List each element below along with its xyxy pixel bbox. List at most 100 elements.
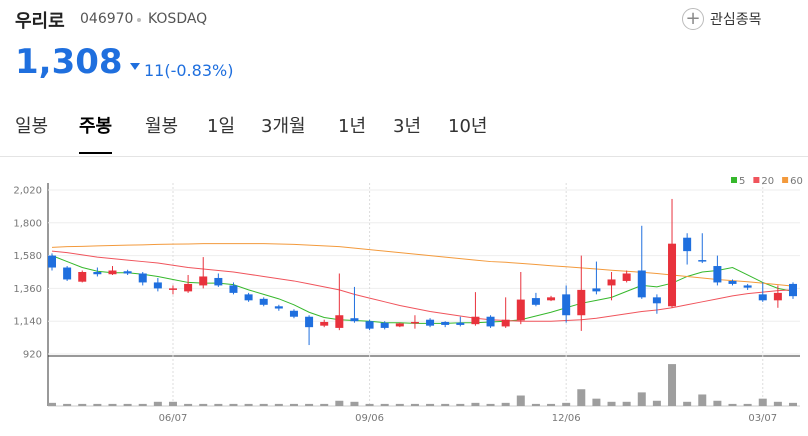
volume-bar [562,402,571,406]
candle-body [637,270,646,298]
volume-bar [365,403,374,406]
volume-bar [259,403,268,406]
legend-label: 60 [790,176,803,187]
volume-bar [607,401,616,406]
tab[interactable]: 10년 [448,116,488,137]
volume-bar [441,403,450,406]
x-tick-label: 09/06 [355,413,384,424]
candle-body [259,298,268,305]
volume-bar [48,402,56,406]
candle-body [123,271,132,274]
candle-body [320,321,329,326]
volume-bar [63,403,72,406]
ma-line [51,255,794,324]
stock-name: 우리로 [15,11,65,32]
volume-bar [577,389,586,406]
stock-code: 046970 [80,11,134,27]
volume-bar [410,403,419,406]
candle-body [622,273,631,281]
volume-bar [486,403,495,406]
tab[interactable]: 주봉 [79,112,113,154]
volume-bar [214,403,223,406]
volume-bar [773,401,782,406]
candle-body [773,292,782,301]
volume-bar [138,403,147,406]
volume-bar [305,403,314,406]
candle-body [441,321,450,325]
volume-bar [244,403,253,406]
candle-body [501,319,510,327]
candle-body [728,280,737,284]
candle-body [229,285,238,293]
candle-body [758,294,767,301]
candle-body [93,272,102,275]
volume-bar [93,403,102,406]
candle-body [516,299,525,321]
tab[interactable]: 3개월 [261,116,306,137]
tab[interactable]: 일봉 [15,116,49,137]
candle-body [652,297,661,304]
candle-body [426,319,435,326]
y-tick-label: 1,580 [13,251,42,262]
volume-bar [456,403,465,406]
volume-bar [547,403,556,406]
separator [137,18,141,22]
volume-bar [758,398,767,406]
volume-bar [229,403,238,406]
volume-bar [395,403,404,406]
legend-swatch [731,177,737,183]
candle-body [471,316,480,325]
candle-body [743,285,752,288]
market: KOSDAQ [148,11,208,27]
candle-body [592,288,601,292]
candle-body [607,279,616,286]
volume-bar [531,403,540,406]
y-tick-label: 1,800 [13,218,42,229]
volume-bar [320,403,329,406]
tab[interactable]: 3년 [393,116,422,137]
tab[interactable]: 1일 [207,116,236,137]
watch-label: 관심종목 [710,12,762,28]
candle-body [214,277,223,286]
volume-bar [153,401,162,406]
candle-body [63,267,72,280]
candle-body [577,289,586,316]
volume-bar [789,402,797,406]
candle-body [789,283,797,297]
candle-body [410,321,419,324]
candle-body [486,316,495,327]
ma-line [51,243,794,287]
volume-bar [108,403,117,406]
y-tick-label: 2,020 [13,186,42,197]
x-tick-label: 06/07 [159,413,188,424]
volume-bar [668,364,677,406]
candle-body [48,255,56,268]
x-tick-label: 12/06 [552,413,581,424]
candle-body [456,322,465,325]
volume-bar [199,403,208,406]
plus-icon: + [682,8,704,30]
volume-bar [501,402,510,406]
x-tick-label: 03/07 [748,413,777,424]
tab-bar: 일봉 주봉 월봉 1일 3개월 1년 3년 10년 [0,110,808,157]
volume-bar [652,400,661,406]
candle-body [380,322,389,328]
watch-button[interactable]: + 관심종목 [682,8,762,30]
volume-bar [274,403,283,406]
down-arrow [130,63,140,70]
volume-bar [728,403,737,406]
legend-swatch [753,177,760,183]
candle-body [108,270,117,275]
candle-body [350,318,359,322]
candle-body [244,294,253,301]
tab[interactable]: 월봉 [145,116,179,137]
legend-label: 5 [739,176,745,187]
volume-bar [622,401,631,406]
candle-body [335,315,344,328]
tab[interactable]: 1년 [338,116,367,137]
volume-bar [184,403,193,406]
price-change: 11(-0.83%) [144,61,234,80]
candle-body [668,243,677,307]
